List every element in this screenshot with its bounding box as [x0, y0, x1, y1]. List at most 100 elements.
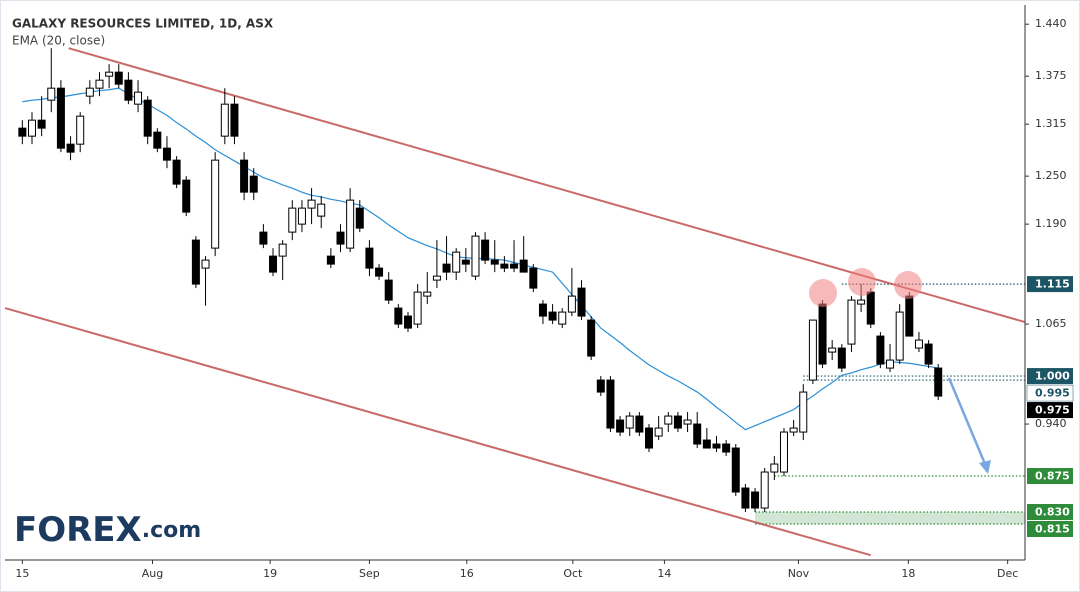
candle-body — [712, 443, 721, 449]
candle-body — [365, 247, 374, 269]
candle-body — [538, 303, 547, 317]
candle-body — [683, 419, 692, 425]
level-label-box — [1027, 276, 1073, 293]
candle-body — [510, 263, 519, 269]
candle-body — [673, 415, 682, 429]
level-label: 1.115 — [1035, 278, 1070, 291]
candle-body — [905, 295, 914, 337]
candle-body — [153, 131, 162, 149]
candle-body — [191, 239, 200, 285]
level-label: 1.000 — [1035, 370, 1070, 383]
candle-body — [27, 119, 36, 137]
level-label-box — [1026, 384, 1074, 402]
logo-suffix: .com — [142, 518, 201, 543]
candle-body — [645, 427, 654, 449]
high-marker — [848, 268, 876, 296]
candle-body — [587, 319, 596, 357]
level-label: 0.875 — [1035, 470, 1070, 483]
x-tick-label: 15 — [15, 567, 29, 580]
candle-body — [857, 299, 866, 305]
candle-body — [47, 87, 56, 101]
indicator-label: EMA (20, close) — [12, 34, 105, 48]
candle-body — [394, 307, 403, 325]
candle-body — [105, 71, 114, 77]
candle-body — [297, 207, 306, 225]
candle-body — [413, 291, 422, 325]
candle-body — [866, 291, 875, 325]
y-tick-label: 1.315 — [1035, 117, 1067, 130]
candle-body — [779, 431, 788, 473]
x-tick-label: Sep — [359, 567, 380, 580]
candle-body — [240, 159, 249, 193]
candle-body — [201, 259, 210, 269]
candle-body — [529, 267, 538, 289]
level-label-box — [1027, 521, 1073, 538]
candle-body — [577, 287, 586, 317]
x-tick-label: 14 — [657, 567, 671, 580]
candle-body — [808, 319, 817, 381]
candle-body — [799, 391, 808, 433]
candle-layer — [18, 48, 943, 513]
candle-body — [336, 231, 345, 245]
candle-body — [760, 471, 769, 509]
candle-body — [307, 199, 316, 209]
candle-body — [220, 103, 229, 137]
candle-body — [770, 463, 779, 473]
candle-body — [693, 423, 702, 445]
highlights — [809, 268, 922, 307]
candle-body — [606, 379, 615, 429]
candle-body — [172, 159, 181, 185]
candle-body — [500, 263, 509, 269]
level-label: 0.995 — [1035, 387, 1070, 400]
candle-body — [519, 259, 528, 273]
level-label: 0.975 — [1035, 404, 1070, 417]
candle-body — [288, 207, 297, 233]
candle-body — [278, 243, 287, 257]
high-marker — [809, 279, 837, 307]
candle-body — [18, 127, 27, 137]
candle-body — [114, 71, 123, 85]
y-tick-label: 1.190 — [1035, 217, 1067, 230]
axis-layer: 1.440 1.375 1.315 1.250 1.190 1.065 0.940 15 Aug… — [15, 17, 1066, 580]
projection-arrow — [947, 377, 991, 474]
candle-body — [789, 427, 798, 433]
x-tick-label: 18 — [901, 567, 915, 580]
chart-title: GALAXY RESOURCES LIMITED, 1D, ASX — [12, 17, 274, 31]
level-label-box — [1027, 468, 1073, 485]
y-tick-label: 1.440 — [1035, 17, 1067, 30]
candle-body — [317, 203, 326, 217]
level-label-layer: 1.115 1.000 0.995 0.975 0.875 0.830 0.815 — [1026, 276, 1074, 538]
candle-body — [423, 291, 432, 297]
candle-body — [124, 79, 133, 101]
candle-body — [876, 335, 885, 365]
x-tick-label: 16 — [460, 567, 474, 580]
candle-body — [596, 379, 605, 393]
level-label: 0.830 — [1035, 506, 1070, 519]
candle-body — [481, 239, 490, 261]
candle-body — [461, 259, 470, 265]
level-label-box — [1027, 402, 1073, 419]
x-tick-label: 19 — [263, 567, 277, 580]
candle-body — [403, 315, 412, 329]
candle-body — [654, 427, 663, 437]
candle-body — [741, 487, 750, 509]
candle-body — [664, 415, 673, 425]
support-zone — [755, 512, 1025, 525]
candle-body — [326, 255, 335, 265]
candle-body — [134, 91, 143, 105]
candle-body — [818, 303, 827, 365]
level-label-box — [1027, 504, 1073, 521]
candle-body — [355, 207, 364, 229]
candle-body — [249, 175, 258, 193]
candle-body — [635, 415, 644, 433]
candle-body — [731, 447, 740, 493]
arrow-shaft — [947, 377, 987, 465]
candle-body — [625, 415, 634, 429]
candle-body — [56, 87, 65, 149]
y-tick-label: 1.250 — [1035, 169, 1067, 182]
high-marker — [894, 271, 922, 299]
candle-body — [76, 115, 85, 145]
candle-body — [211, 159, 220, 249]
candle-body — [375, 267, 384, 277]
